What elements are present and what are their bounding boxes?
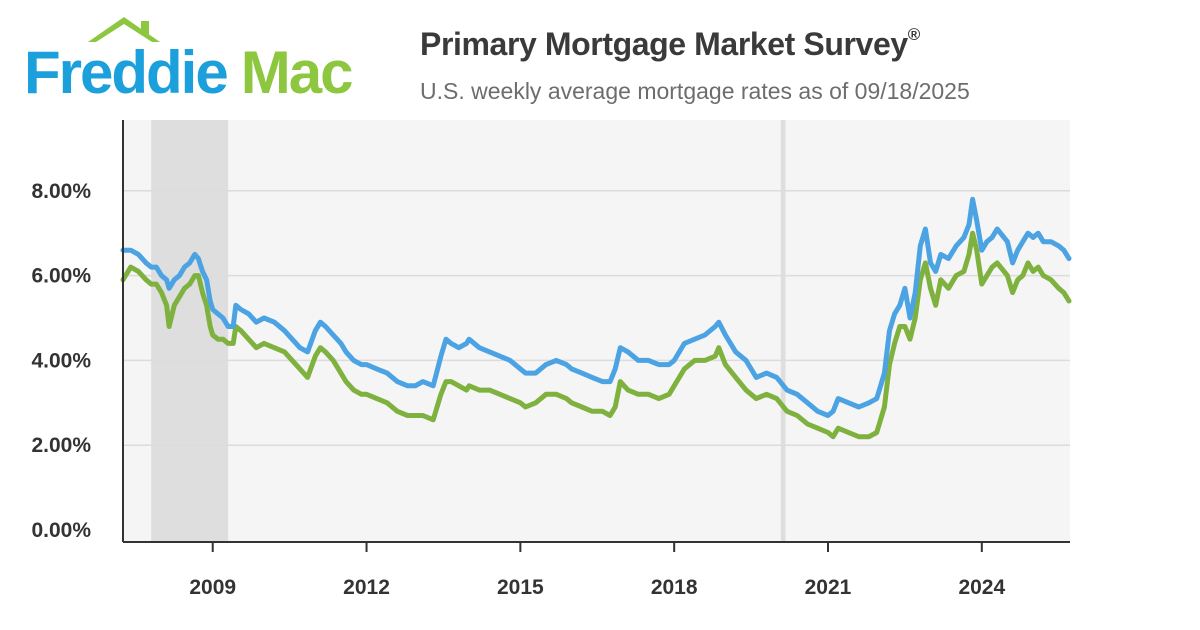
recession-shade-2 <box>780 120 786 542</box>
plot-background <box>123 120 1070 542</box>
series-line-30yr <box>120 196 1072 418</box>
chart-title: Primary Mortgage Market Survey® <box>420 25 921 63</box>
logo-wordmark: Freddie Mac <box>24 39 354 106</box>
x-tick-label: 2021 <box>805 576 852 599</box>
y-tick-label: 8.00% <box>31 180 91 203</box>
logo-mac-text: Mac <box>240 39 354 106</box>
freddie-mac-logo: Freddie Mac <box>24 14 384 109</box>
y-tick-labels: 0.00% 2.00% 4.00% 6.00% 8.00% <box>31 180 91 542</box>
x-tick-label: 2015 <box>497 576 544 599</box>
gridlines <box>123 190 1070 446</box>
registered-mark: ® <box>907 25 921 45</box>
chart-title-text: Primary Mortgage Market Survey <box>420 26 908 62</box>
chart-subtitle: U.S. weekly average mortgage rates as of… <box>420 78 970 104</box>
series-group <box>120 196 1072 440</box>
x-tick-labels: 2009 2012 2015 2018 2021 2024 <box>189 542 1005 599</box>
y-tick-label: 2.00% <box>31 434 91 457</box>
series-line-15yr <box>120 230 1072 440</box>
house-roof-icon <box>88 17 160 42</box>
recession-shade-1 <box>151 120 229 542</box>
x-tick-label: 2012 <box>343 576 390 599</box>
x-tick-label: 2009 <box>189 576 236 599</box>
logo-freddie-text: Freddie <box>24 39 229 106</box>
y-tick-label: 6.00% <box>31 265 91 288</box>
y-tick-label: 0.00% <box>31 519 91 542</box>
x-tick-label: 2024 <box>958 576 1005 599</box>
x-tick-label: 2018 <box>651 576 698 599</box>
y-tick-label: 4.00% <box>31 349 91 372</box>
